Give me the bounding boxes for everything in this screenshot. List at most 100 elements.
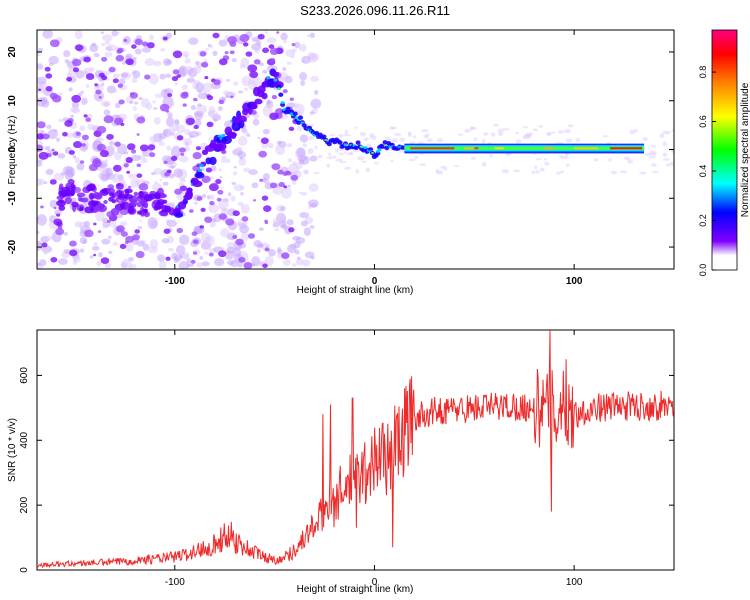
spectrogram-blob bbox=[169, 124, 180, 132]
spectrogram-blob bbox=[407, 132, 412, 138]
spectrogram-blob bbox=[179, 155, 189, 163]
spectrogram-blob bbox=[87, 113, 93, 119]
spectrogram-blob bbox=[354, 126, 359, 129]
spectrogram-blob bbox=[42, 133, 50, 140]
spectrogram-blob bbox=[287, 184, 291, 188]
spectrogram-blob bbox=[49, 39, 60, 48]
spectrogram-blob bbox=[182, 179, 186, 183]
spectrogram-x-label: Height of straight line (km) bbox=[297, 285, 414, 296]
spectrogram-blob bbox=[394, 132, 402, 136]
spectrogram-blob bbox=[93, 52, 100, 58]
spectrogram-blob bbox=[206, 195, 211, 200]
spectrogram-blob bbox=[470, 156, 476, 160]
colorbar: 0.0 0.2 0.4 0.6 0.8 Normalized spectral ampl… bbox=[698, 29, 750, 276]
spectrogram-blob bbox=[82, 67, 93, 75]
spectrogram-blob bbox=[238, 90, 244, 94]
spectrogram-blob bbox=[218, 168, 223, 172]
spectrogram-blob bbox=[115, 31, 120, 35]
spectrogram-blob bbox=[233, 81, 239, 86]
spectrogram-blob bbox=[196, 104, 208, 114]
spectrogram-blob bbox=[492, 123, 500, 127]
spectrogram-blob bbox=[37, 63, 44, 70]
spectrogram-blob bbox=[522, 126, 529, 129]
colorbar-frame bbox=[711, 29, 738, 271]
spectrogram-blob bbox=[127, 185, 132, 189]
spectrogram-blob bbox=[277, 87, 281, 90]
spectrogram-blob bbox=[112, 78, 119, 84]
spectrogram-blob bbox=[490, 132, 496, 137]
spectrogram-blob bbox=[57, 153, 66, 159]
spectrogram-blob bbox=[285, 106, 291, 112]
snr-y-tick-label: 0 bbox=[19, 567, 30, 573]
spectrogram-blob bbox=[207, 43, 211, 47]
spectrogram-blob bbox=[153, 116, 161, 125]
spectrogram-blob bbox=[71, 101, 80, 109]
spectrogram-blob bbox=[100, 257, 110, 265]
spectrogram-blob bbox=[230, 132, 237, 140]
spectrogram-blob bbox=[134, 180, 139, 184]
spectrogram-blob bbox=[146, 42, 155, 49]
spectrogram-blob bbox=[80, 90, 85, 94]
spectrogram-blob bbox=[497, 131, 504, 137]
spectrogram-blob bbox=[363, 146, 368, 150]
spectrogram-blob bbox=[81, 97, 88, 105]
spectrogram-blob bbox=[159, 103, 170, 112]
spectrogram-blob bbox=[188, 130, 199, 138]
spectrogram-blob bbox=[299, 134, 309, 143]
spectrogram-blob bbox=[165, 117, 175, 127]
spectrogram-blob bbox=[66, 191, 75, 197]
spectrogram-blob bbox=[154, 93, 163, 99]
spectrogram-blob bbox=[399, 137, 406, 142]
spectrogram-blob bbox=[81, 143, 86, 147]
spectrogram-blob bbox=[101, 56, 108, 62]
spectrogram-blob bbox=[50, 256, 58, 263]
spectrogram-blob bbox=[130, 92, 135, 96]
spectrogram-blob bbox=[193, 124, 199, 130]
spectrogram-blob bbox=[215, 179, 222, 185]
spectrogram-blob bbox=[94, 83, 98, 87]
spectrogram-blob bbox=[276, 140, 282, 145]
spectrogram-blob bbox=[208, 203, 219, 214]
spectrogram-blob bbox=[464, 129, 471, 133]
spectrogram-blob bbox=[436, 138, 444, 143]
spectrogram-blob bbox=[300, 220, 308, 227]
spectrogram-blob bbox=[239, 157, 244, 160]
spectrogram-blob bbox=[240, 231, 250, 242]
spectrogram-blob bbox=[328, 133, 335, 137]
spectrogram-blob bbox=[309, 111, 315, 115]
spectrogram-blob bbox=[218, 250, 227, 258]
spectrogram-blob bbox=[92, 157, 101, 165]
spectrogram-blob bbox=[534, 165, 538, 170]
spectrogram-blob bbox=[235, 238, 244, 246]
spectrogram-blob bbox=[317, 154, 323, 159]
spectrogram-blob bbox=[326, 141, 332, 147]
spectrogram-blob bbox=[105, 44, 117, 52]
spectrogram-blob bbox=[134, 38, 143, 46]
spectrogram-blob bbox=[291, 43, 296, 47]
spectrogram-blob bbox=[51, 94, 62, 103]
spectrogram-blob bbox=[458, 133, 464, 136]
spectrogram-blob bbox=[38, 88, 42, 91]
spectrogram-blob bbox=[247, 64, 258, 73]
spectrogram-blob bbox=[502, 128, 510, 131]
spectrogram-blob bbox=[64, 120, 73, 127]
spectrogram-blob bbox=[193, 239, 199, 244]
spectrogram-blob bbox=[175, 244, 186, 256]
spectrogram-blob bbox=[37, 159, 43, 167]
spectrogram-blob bbox=[166, 32, 173, 39]
spectrogram-blob bbox=[53, 206, 57, 210]
spectrogram-blob bbox=[37, 240, 43, 252]
spectrogram-blob bbox=[161, 237, 170, 244]
spectrogram-blob bbox=[37, 214, 48, 226]
spectrogram-blob bbox=[321, 134, 327, 139]
spectrogram-blob bbox=[182, 253, 190, 261]
spectrogram-blob bbox=[281, 187, 292, 199]
spectrogram-blob bbox=[208, 252, 214, 257]
spectrogram-blob bbox=[85, 83, 90, 89]
spectrogram-blob bbox=[185, 117, 195, 126]
spectrogram-blob bbox=[359, 131, 367, 137]
spectrogram-blob bbox=[186, 77, 195, 83]
spectrogram-blob bbox=[400, 145, 406, 150]
spectrogram-blob bbox=[114, 141, 121, 147]
spectrogram-blob bbox=[260, 137, 269, 144]
